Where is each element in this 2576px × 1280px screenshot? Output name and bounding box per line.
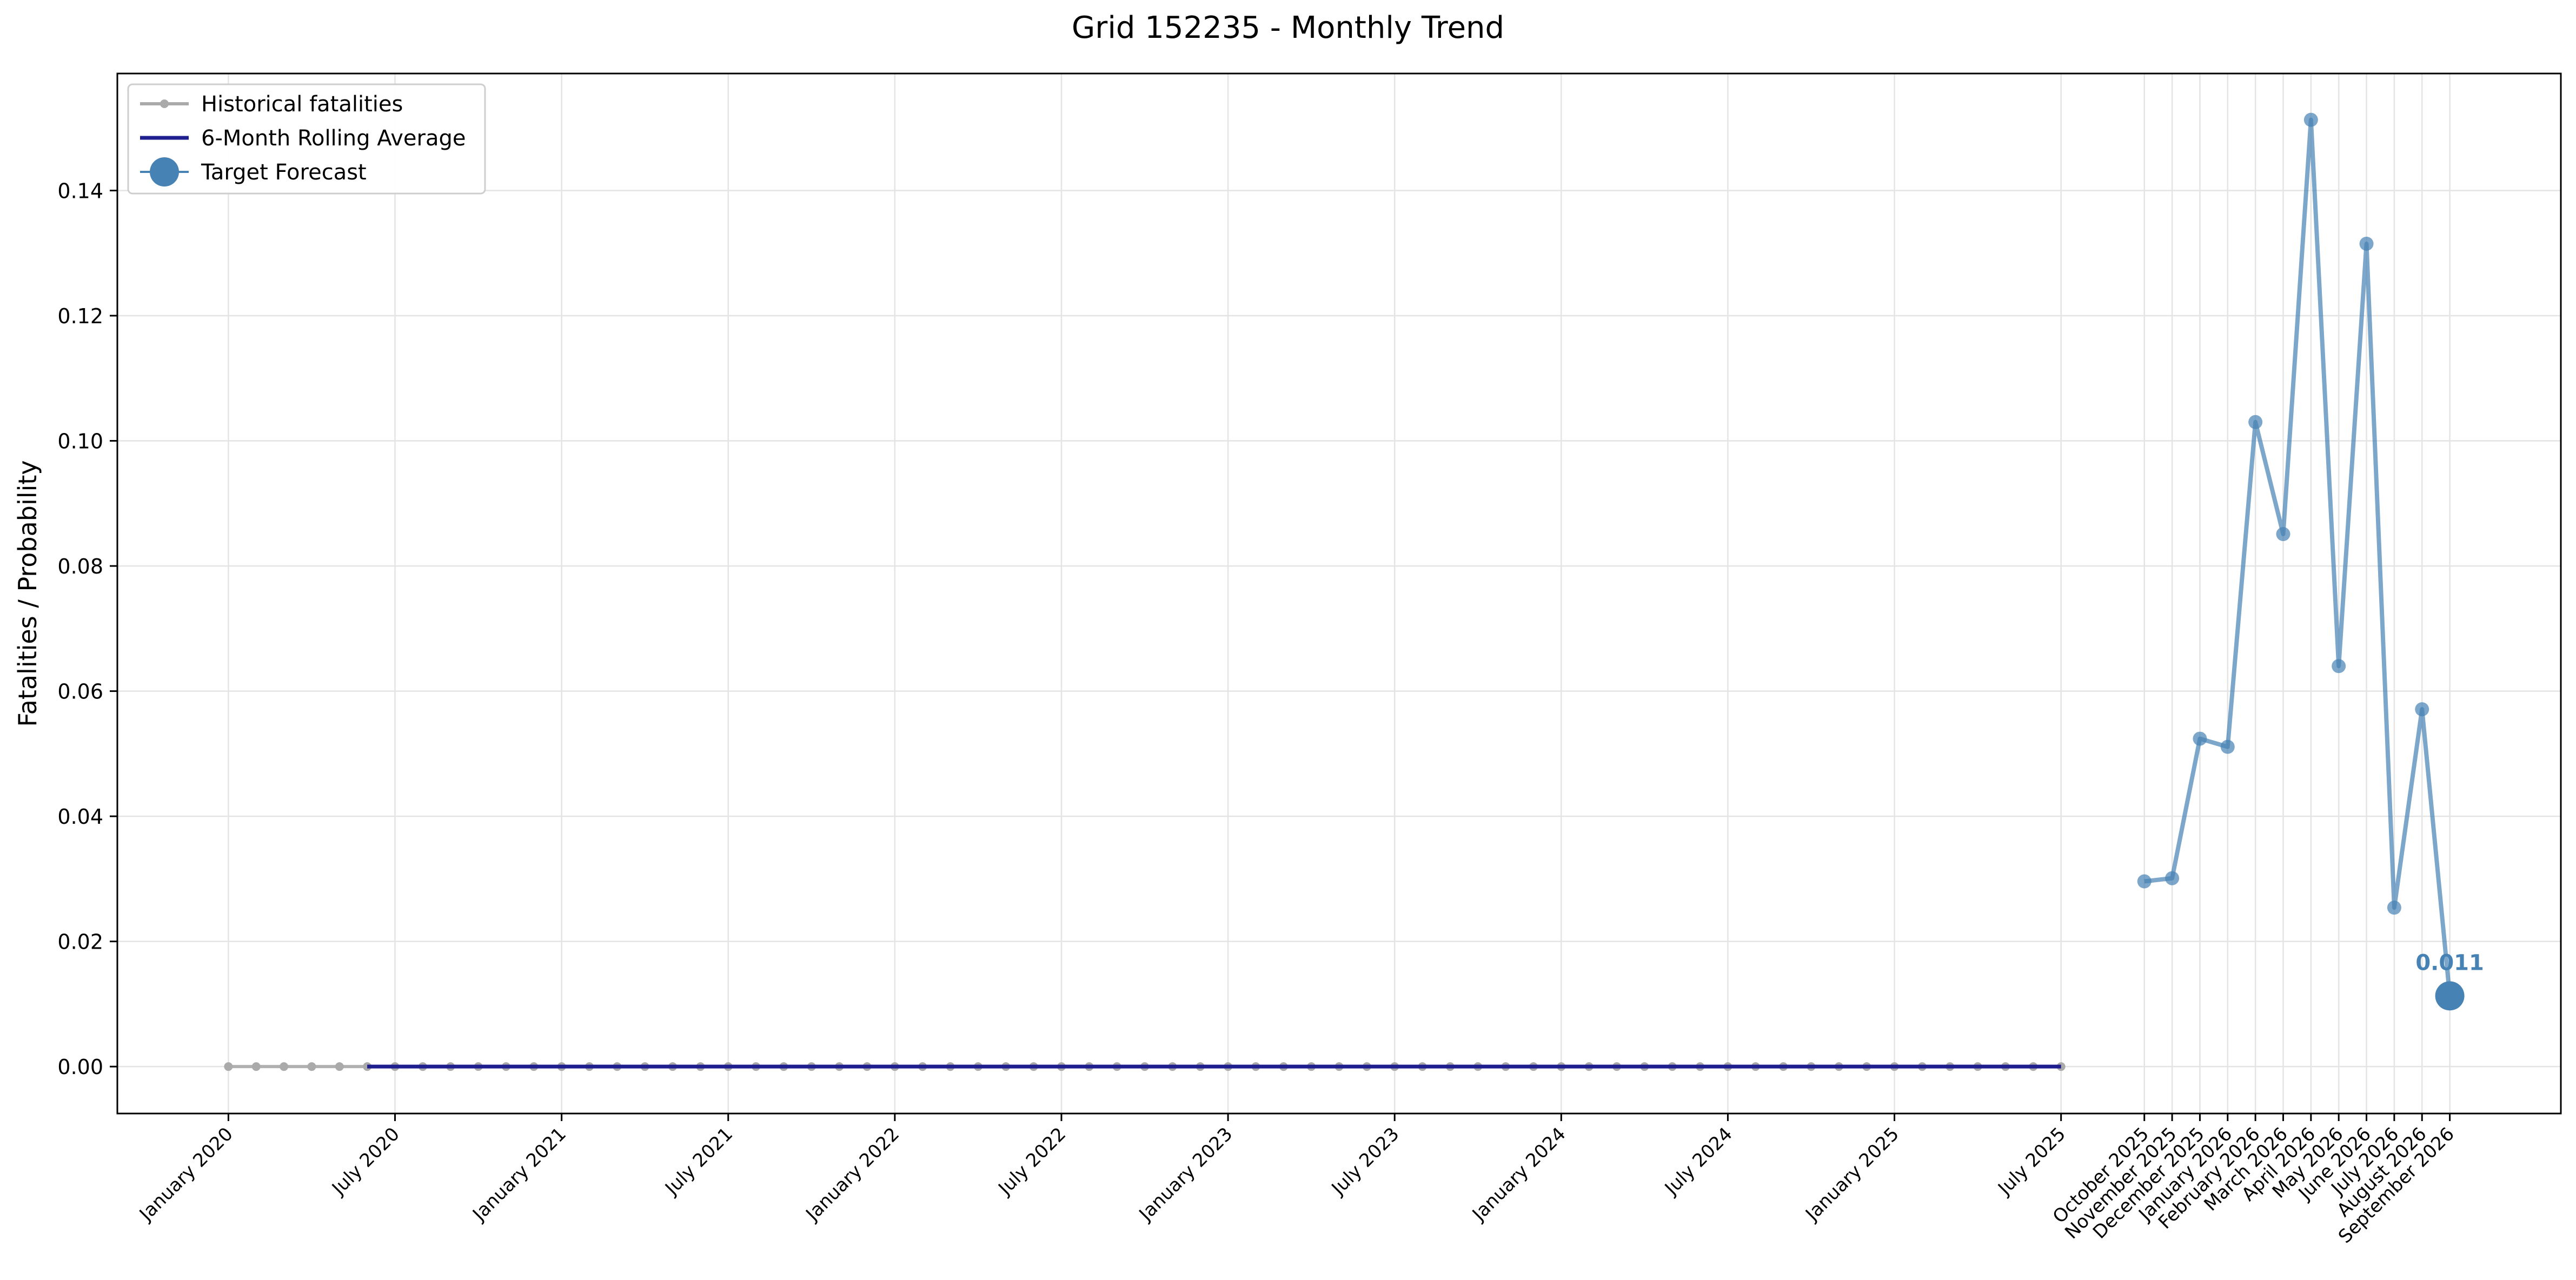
y-tick-label: 0.08	[57, 555, 103, 578]
series-layer	[224, 112, 2465, 1071]
annotations: 0.011	[2415, 950, 2484, 975]
historical-point	[251, 1062, 261, 1071]
legend-swatch-target-marker	[150, 157, 179, 186]
legend-box	[127, 83, 486, 195]
y-tick-label: 0.02	[57, 930, 103, 954]
forecast-point	[2359, 236, 2374, 251]
historical-point	[280, 1062, 289, 1071]
y-tick-label: 0.12	[57, 304, 103, 328]
forecast-point	[2415, 702, 2429, 717]
legend-label: Historical fatalities	[201, 92, 403, 117]
target-forecast-value-label: 0.011	[2415, 950, 2484, 975]
forecast-point	[2387, 901, 2401, 915]
legend-label: Target Forecast	[201, 160, 367, 185]
forecast-point	[2165, 871, 2180, 885]
chart-title: Grid 152235 - Monthly Trend	[1072, 10, 1504, 45]
y-axis-label: Fatalities / Probability	[13, 460, 42, 726]
y-tick-label: 0.04	[57, 805, 103, 829]
forecast-point	[2303, 112, 2318, 127]
legend: Historical fatalities 6-Month Rolling Ave…	[127, 83, 486, 195]
legend-label: 6-Month Rolling Average	[201, 126, 466, 151]
forecast-point	[2193, 731, 2207, 746]
y-tick-label: 0.14	[57, 179, 103, 203]
forecast-point	[2332, 659, 2346, 674]
historical-point	[224, 1062, 233, 1071]
forecast-point	[2220, 739, 2235, 754]
y-tick-label: 0.00	[57, 1055, 103, 1079]
target-forecast-marker	[2435, 981, 2465, 1011]
y-tick-label: 0.06	[57, 680, 103, 704]
forecast-point	[2137, 874, 2152, 889]
forecast-point	[2276, 527, 2290, 542]
grid-lines	[117, 74, 2561, 1114]
y-tick-label: 0.10	[57, 430, 103, 454]
legend-swatch-historical-marker	[160, 99, 169, 108]
forecast-line	[2144, 117, 2452, 996]
plot-area-frame	[116, 72, 2562, 1115]
historical-point	[307, 1062, 316, 1071]
forecast-point	[2248, 415, 2263, 429]
historical-point	[335, 1062, 344, 1071]
